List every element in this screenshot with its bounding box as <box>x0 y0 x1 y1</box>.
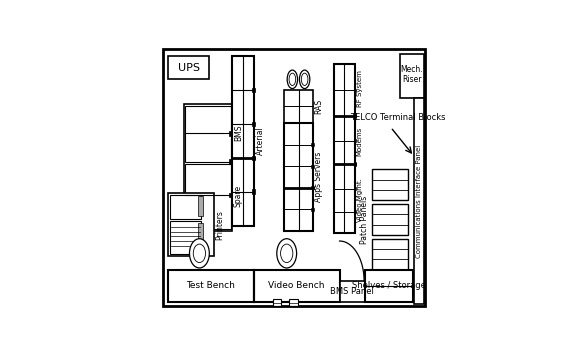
Bar <box>198 196 203 216</box>
Ellipse shape <box>190 239 209 268</box>
Ellipse shape <box>287 70 298 89</box>
Bar <box>229 192 233 197</box>
Bar <box>372 204 408 235</box>
Bar <box>285 90 313 123</box>
Bar <box>170 221 201 254</box>
Text: Video Mgmt.: Video Mgmt. <box>357 178 362 222</box>
Bar <box>185 164 231 229</box>
Text: TELCO Terminal Blocks: TELCO Terminal Blocks <box>350 113 446 122</box>
Text: Test Bench: Test Bench <box>186 281 235 290</box>
Ellipse shape <box>301 73 308 85</box>
Bar <box>168 269 253 302</box>
Bar <box>400 54 423 98</box>
Bar <box>198 222 203 250</box>
Ellipse shape <box>300 70 310 89</box>
Bar <box>252 190 255 194</box>
Bar <box>252 156 255 160</box>
Bar <box>184 104 233 231</box>
Bar <box>354 114 356 117</box>
Bar <box>354 210 356 213</box>
Bar <box>229 160 233 164</box>
Text: Mech.
Riser: Mech. Riser <box>400 65 423 84</box>
Bar <box>272 299 281 306</box>
Bar <box>354 187 356 190</box>
Bar <box>253 269 340 302</box>
Bar <box>414 98 425 304</box>
Bar <box>354 162 356 166</box>
Bar <box>372 169 408 200</box>
Text: Modems: Modems <box>357 126 362 156</box>
Bar <box>168 56 209 79</box>
Text: Printers: Printers <box>215 210 224 240</box>
Bar <box>170 195 201 220</box>
Text: RF System: RF System <box>357 70 362 107</box>
Bar <box>252 122 255 126</box>
Bar <box>311 143 313 146</box>
Bar <box>354 139 356 143</box>
Ellipse shape <box>277 239 297 268</box>
Bar <box>372 239 408 269</box>
Text: Patch Panels: Patch Panels <box>360 195 369 244</box>
Text: Shelves / Storage: Shelves / Storage <box>352 281 426 290</box>
Bar <box>289 299 298 306</box>
Text: Spare: Spare <box>234 185 243 208</box>
Text: RAS: RAS <box>314 99 323 114</box>
Bar <box>311 165 313 168</box>
Bar <box>311 186 313 190</box>
Bar <box>185 106 231 162</box>
Text: Apps Servers: Apps Servers <box>314 152 323 202</box>
Bar <box>311 208 313 211</box>
Text: UPS: UPS <box>177 63 199 73</box>
Text: Arterial: Arterial <box>256 126 265 155</box>
Ellipse shape <box>194 244 206 263</box>
Bar <box>233 56 253 226</box>
Bar <box>365 269 413 302</box>
Bar <box>354 89 356 92</box>
Bar <box>285 123 313 231</box>
Ellipse shape <box>289 73 295 85</box>
Ellipse shape <box>281 244 293 263</box>
Bar <box>340 281 365 302</box>
Bar <box>334 64 355 233</box>
Bar <box>229 131 233 136</box>
Text: Video Bench: Video Bench <box>268 281 325 290</box>
Text: BMS Panel: BMS Panel <box>330 287 374 295</box>
Bar <box>168 192 214 256</box>
Text: Communications Interface Panel: Communications Interface Panel <box>416 144 422 258</box>
Bar <box>252 88 255 92</box>
Text: BMS: BMS <box>234 125 243 142</box>
